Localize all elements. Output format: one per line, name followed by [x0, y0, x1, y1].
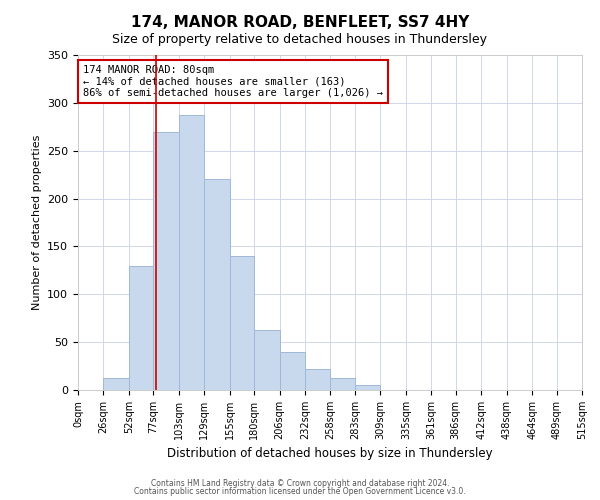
- X-axis label: Distribution of detached houses by size in Thundersley: Distribution of detached houses by size …: [167, 448, 493, 460]
- Y-axis label: Number of detached properties: Number of detached properties: [32, 135, 41, 310]
- Bar: [355, 385, 380, 390]
- Bar: [129, 266, 154, 390]
- Bar: [179, 116, 204, 390]
- Text: Contains HM Land Registry data © Crown copyright and database right 2024.: Contains HM Land Registry data © Crown c…: [151, 478, 449, 488]
- Bar: [254, 330, 280, 390]
- Text: Size of property relative to detached houses in Thundersley: Size of property relative to detached ho…: [113, 32, 487, 46]
- Bar: [103, 378, 129, 390]
- Bar: [204, 180, 230, 390]
- Bar: [305, 369, 331, 390]
- Text: Contains public sector information licensed under the Open Government Licence v3: Contains public sector information licen…: [134, 487, 466, 496]
- Bar: [230, 256, 254, 390]
- Bar: [331, 378, 355, 390]
- Text: 174, MANOR ROAD, BENFLEET, SS7 4HY: 174, MANOR ROAD, BENFLEET, SS7 4HY: [131, 15, 469, 30]
- Text: 174 MANOR ROAD: 80sqm
← 14% of detached houses are smaller (163)
86% of semi-det: 174 MANOR ROAD: 80sqm ← 14% of detached …: [83, 65, 383, 98]
- Bar: [154, 132, 179, 390]
- Bar: [280, 352, 305, 390]
